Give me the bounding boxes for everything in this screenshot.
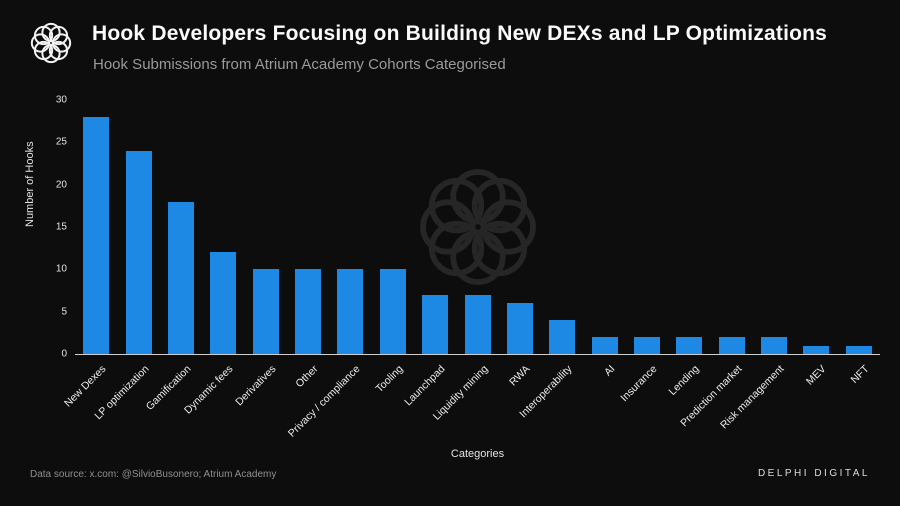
bar: [549, 320, 576, 354]
y-tick-label: 5: [61, 306, 67, 318]
bar: [125, 150, 152, 354]
x-tick-label: Derivatives: [232, 363, 279, 409]
brand-logo-text: DELPHI DIGITAL: [757, 468, 870, 479]
bar-chart: 0 5 10 15 20 25 30 New Dexes LP optimization Gami…: [56, 95, 880, 440]
bar: [676, 337, 703, 354]
x-tick-label: Launchpad: [402, 363, 448, 409]
page-title: Hook Developers Focusing on Building New…: [92, 22, 828, 45]
header: Hook Developers Focusing on Building New…: [0, 0, 900, 92]
page-subtitle: Hook Submissions from Atrium Academy Coh…: [93, 56, 506, 73]
x-tick-label: AI: [601, 363, 618, 379]
x-tick-label: Other: [293, 363, 321, 391]
bar: [633, 337, 660, 354]
x-tick-label: RWA: [506, 363, 533, 389]
bar: [718, 337, 745, 354]
bar: [845, 345, 872, 354]
bar: [761, 337, 788, 354]
y-tick-label: 25: [55, 136, 67, 148]
data-source-text: Data source: x.com: @SilvioBusonero; Atr…: [30, 469, 277, 480]
x-tick-label: MEV: [804, 363, 829, 388]
y-tick-label: 20: [55, 179, 67, 191]
bar: [464, 294, 491, 354]
bar: [167, 201, 194, 354]
y-tick-label: 15: [55, 221, 67, 233]
bar: [379, 269, 406, 354]
bar: [591, 337, 618, 354]
bar: [210, 252, 237, 354]
bar: [337, 269, 364, 354]
x-tick-label: NFT: [848, 363, 872, 386]
x-tick-label: Tooling: [373, 363, 406, 396]
bar: [506, 303, 533, 354]
y-tick-label: 0: [61, 348, 67, 360]
bar: [422, 294, 449, 354]
x-tick-label: Lending: [666, 363, 702, 398]
delphi-logo-icon: [30, 22, 72, 64]
y-axis-label: Number of Hooks: [24, 141, 36, 227]
bar: [295, 269, 322, 354]
x-tick-label: Privacy / compliance: [286, 363, 363, 440]
y-tick-label: 10: [55, 263, 67, 275]
bar: [252, 269, 279, 354]
x-tick-label: Insurance: [618, 363, 660, 405]
delphi-watermark-icon: [419, 169, 536, 285]
bar: [83, 116, 110, 354]
y-tick-label: 30: [55, 94, 67, 106]
x-axis-label: Categories: [450, 448, 505, 460]
bar: [803, 345, 830, 354]
